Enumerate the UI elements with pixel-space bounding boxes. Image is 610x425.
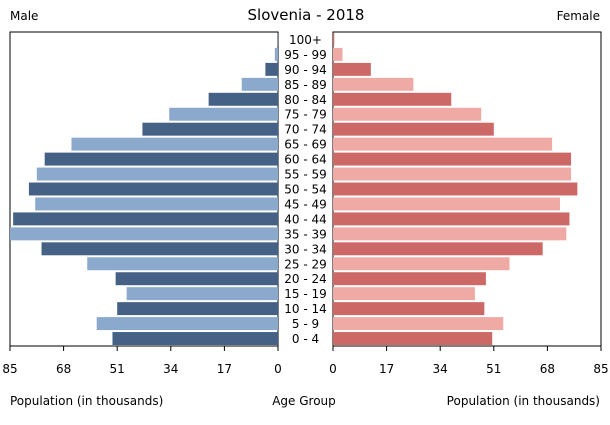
male-x-tick-label: 0 <box>274 362 282 376</box>
female-x-tick-label: 17 <box>379 362 394 376</box>
female-label: Female <box>557 9 600 23</box>
female-bar <box>333 197 561 211</box>
female-bar <box>333 227 567 241</box>
age-group-label: 45 - 49 <box>284 197 327 211</box>
male-bar <box>13 212 279 226</box>
age-group-label: 95 - 99 <box>284 48 327 62</box>
male-bar <box>265 62 278 76</box>
female-bar <box>333 287 475 301</box>
age-group-label: 35 - 39 <box>284 227 327 241</box>
age-group-label: 50 - 54 <box>284 183 327 197</box>
male-bar <box>274 47 278 61</box>
female-bar <box>333 77 414 91</box>
female-x-tick-label: 34 <box>433 362 448 376</box>
female-bar <box>333 167 572 181</box>
age-group-label: 75 - 79 <box>284 108 327 122</box>
age-group-label: 40 - 44 <box>284 212 327 226</box>
male-bar <box>28 182 279 196</box>
male-bar <box>44 152 279 166</box>
male-x-tick-label: 85 <box>2 362 17 376</box>
chart-title: Slovenia - 2018 <box>248 6 365 24</box>
female-bar <box>333 152 572 166</box>
x-axis-label-left: Population (in thousands) <box>10 394 163 408</box>
x-axis-label-center: Age Group <box>272 394 336 408</box>
male-bar <box>96 317 279 331</box>
male-bar <box>10 227 278 241</box>
female-bar <box>333 92 452 106</box>
male-x-tick-label: 34 <box>163 362 178 376</box>
age-group-label: 70 - 74 <box>284 123 327 137</box>
female-x-tick-label: 51 <box>486 362 501 376</box>
male-x-tick-label: 51 <box>110 362 125 376</box>
female-bar <box>333 212 570 226</box>
female-x-tick-label: 68 <box>540 362 555 376</box>
female-bars <box>333 33 578 345</box>
age-group-label: 85 - 89 <box>284 78 327 92</box>
male-bar <box>87 257 278 271</box>
male-x-tick-label: 17 <box>217 362 232 376</box>
age-group-label: 80 - 84 <box>284 93 327 107</box>
female-bar <box>333 272 486 286</box>
male-bar <box>115 272 279 286</box>
male-bar <box>142 122 278 136</box>
female-bar <box>333 122 494 136</box>
female-bar <box>333 302 485 316</box>
female-x-tick-label: 0 <box>329 362 337 376</box>
female-bar <box>333 332 493 345</box>
x-axis-label-right: Population (in thousands) <box>447 394 600 408</box>
male-label: Male <box>10 9 38 23</box>
female-bar <box>333 257 510 271</box>
male-bar <box>117 302 278 316</box>
male-bar <box>41 242 278 256</box>
male-bar <box>169 107 278 121</box>
female-bar <box>333 107 482 121</box>
male-bar <box>71 137 278 151</box>
age-group-label: 10 - 14 <box>284 302 327 316</box>
male-x-axis: 85 68 51 34 17 0 <box>2 346 282 376</box>
male-bar <box>241 77 278 91</box>
female-bar <box>333 317 504 331</box>
female-x-tick-label: 85 <box>593 362 608 376</box>
male-bar <box>36 167 278 181</box>
male-x-tick-label: 68 <box>56 362 71 376</box>
age-group-label: 0 - 4 <box>292 332 319 346</box>
male-bars <box>10 33 279 345</box>
female-bar <box>333 242 543 256</box>
age-group-label: 55 - 59 <box>284 168 327 182</box>
female-bar <box>333 182 578 196</box>
female-bar <box>333 62 371 76</box>
age-group-label: 15 - 19 <box>284 287 327 301</box>
male-bar <box>208 92 278 106</box>
age-group-label: 5 - 9 <box>292 317 319 331</box>
age-group-label: 100+ <box>289 33 322 47</box>
age-group-label: 90 - 94 <box>284 63 327 77</box>
female-bar <box>333 33 335 46</box>
male-bar <box>126 287 278 301</box>
female-bar <box>333 47 343 61</box>
age-group-label: 60 - 64 <box>284 153 327 167</box>
age-group-label: 20 - 24 <box>284 272 327 286</box>
age-group-label: 25 - 29 <box>284 257 327 271</box>
female-bar <box>333 137 553 151</box>
female-x-axis: 0 17 34 51 68 85 <box>329 346 609 376</box>
age-group-label: 30 - 34 <box>284 242 327 256</box>
male-bar <box>112 332 278 345</box>
age-group-label: 65 - 69 <box>284 138 327 152</box>
male-bar <box>35 197 278 211</box>
